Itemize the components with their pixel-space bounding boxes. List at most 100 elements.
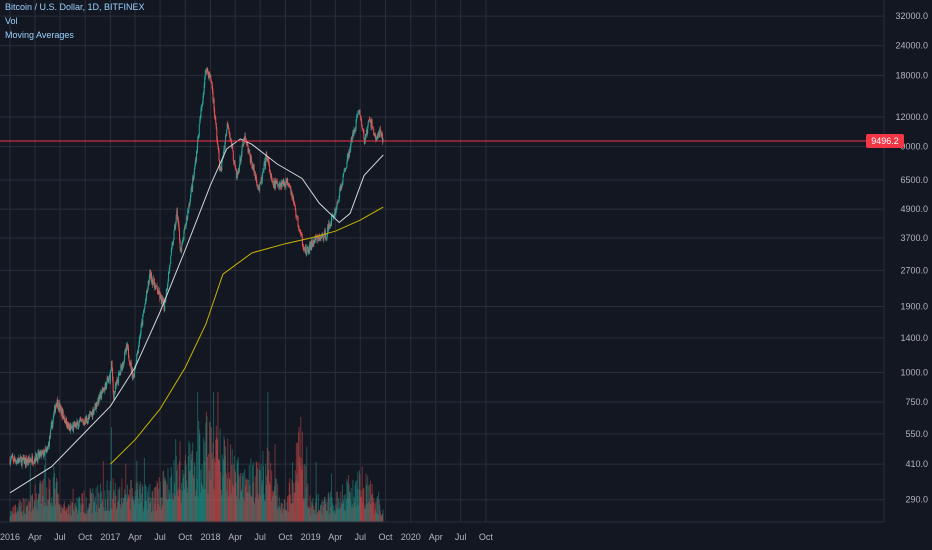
candle-body xyxy=(35,453,37,462)
candle-body xyxy=(128,357,130,362)
volume-bar xyxy=(210,427,212,522)
volume-bar xyxy=(160,497,162,522)
candle-body xyxy=(137,346,139,354)
volume-bar xyxy=(24,512,26,522)
volume-indicator-label[interactable]: Vol xyxy=(5,16,18,26)
candle-body xyxy=(53,412,55,417)
candle-body xyxy=(86,421,88,424)
volume-bar xyxy=(379,510,381,522)
candle-body xyxy=(27,458,29,463)
volume-bar xyxy=(281,513,283,522)
volume-bar xyxy=(33,507,35,522)
volume-bar xyxy=(366,503,368,522)
candle-body xyxy=(67,422,69,427)
volume-bar xyxy=(290,503,292,522)
candle-body xyxy=(137,352,139,354)
candle-body xyxy=(51,422,53,426)
candle-body xyxy=(375,139,377,141)
candle-body xyxy=(139,337,141,339)
volume-bar xyxy=(167,467,169,522)
price-tick-label: 1400.0 xyxy=(900,333,928,343)
volume-bar xyxy=(298,432,300,522)
candle-body xyxy=(310,242,312,249)
candle-body xyxy=(326,237,328,239)
candle-body xyxy=(172,239,174,244)
volume-bar xyxy=(69,514,71,522)
candle-body xyxy=(80,418,82,422)
volume-bar xyxy=(293,493,295,522)
price-axis[interactable]: 32000.0 24000.0 18000.0 12000.0 9000.0 6500.0… xyxy=(895,11,928,505)
candle-body xyxy=(93,408,95,410)
candle-body xyxy=(140,325,142,334)
volume-bar xyxy=(189,470,191,522)
volume-bar xyxy=(91,513,93,522)
candle-body xyxy=(19,456,21,460)
volume-bar xyxy=(178,488,180,522)
volume-bar xyxy=(334,514,336,522)
volume-bar xyxy=(325,499,327,522)
candle-body xyxy=(197,139,199,150)
volume-bar xyxy=(139,488,141,522)
volume-bar xyxy=(177,496,179,522)
candle-body xyxy=(191,186,193,190)
volume-bar xyxy=(118,500,120,522)
volume-bar xyxy=(280,502,282,522)
volume-bar xyxy=(68,505,70,522)
volume-bar xyxy=(187,487,189,522)
candle-body xyxy=(116,379,118,383)
candle-body xyxy=(296,216,298,218)
candle-body xyxy=(357,113,359,115)
candle-body xyxy=(270,175,272,177)
candle-body xyxy=(153,278,155,283)
candle-body xyxy=(10,458,12,464)
candle-body xyxy=(354,129,356,133)
candle-body xyxy=(148,276,150,284)
candle-body xyxy=(311,240,313,246)
volume-bar xyxy=(323,497,325,522)
volume-bar xyxy=(95,511,97,522)
volume-bar xyxy=(136,489,138,522)
candle-body xyxy=(258,186,260,188)
candle-body xyxy=(217,146,219,151)
candle-body xyxy=(292,196,294,199)
volume-bar xyxy=(256,462,258,522)
volume-bar xyxy=(43,506,45,522)
candle-body xyxy=(88,416,90,418)
candle-body xyxy=(115,384,117,386)
volume-bar xyxy=(68,503,70,522)
candle-body xyxy=(381,134,383,143)
volume-bar xyxy=(364,504,366,522)
volume-bar xyxy=(357,471,359,522)
candle-body xyxy=(322,234,324,238)
moving-average-line xyxy=(9,138,384,494)
candle-body xyxy=(95,403,97,409)
candle-body xyxy=(141,322,143,325)
candle-body xyxy=(118,372,120,374)
candle-body xyxy=(115,382,117,386)
volume-bar xyxy=(66,508,68,522)
price-tick-label: 1900.0 xyxy=(900,301,928,311)
volume-bar xyxy=(10,515,12,522)
volume-bar xyxy=(96,512,98,522)
candle-body xyxy=(279,183,281,187)
time-axis[interactable]: 2016 Apr Jul Oct 2017 Apr Jul Oct 2018 Apr Jul Oct 2… xyxy=(0,532,493,542)
symbol-title[interactable]: Bitcoin / U.S. Dollar, 1D, BITFINEX xyxy=(5,2,145,12)
volume-bar xyxy=(177,464,179,522)
candle-body xyxy=(272,180,274,186)
candle-body xyxy=(31,456,33,462)
candle-body xyxy=(44,449,46,452)
candle-body xyxy=(156,285,158,290)
candle-body xyxy=(309,244,311,253)
moving-averages-indicator-label[interactable]: Moving Averages xyxy=(5,30,74,40)
candle-body xyxy=(204,76,206,85)
volume-bar xyxy=(163,470,165,522)
volume-bar xyxy=(168,499,170,522)
candle-body xyxy=(75,424,77,428)
candle-body xyxy=(255,176,257,178)
candle-body xyxy=(23,456,25,460)
volume-bar xyxy=(242,475,244,522)
volume-bar xyxy=(212,442,214,522)
volume-bar xyxy=(130,480,132,522)
volume-bar xyxy=(367,502,369,522)
